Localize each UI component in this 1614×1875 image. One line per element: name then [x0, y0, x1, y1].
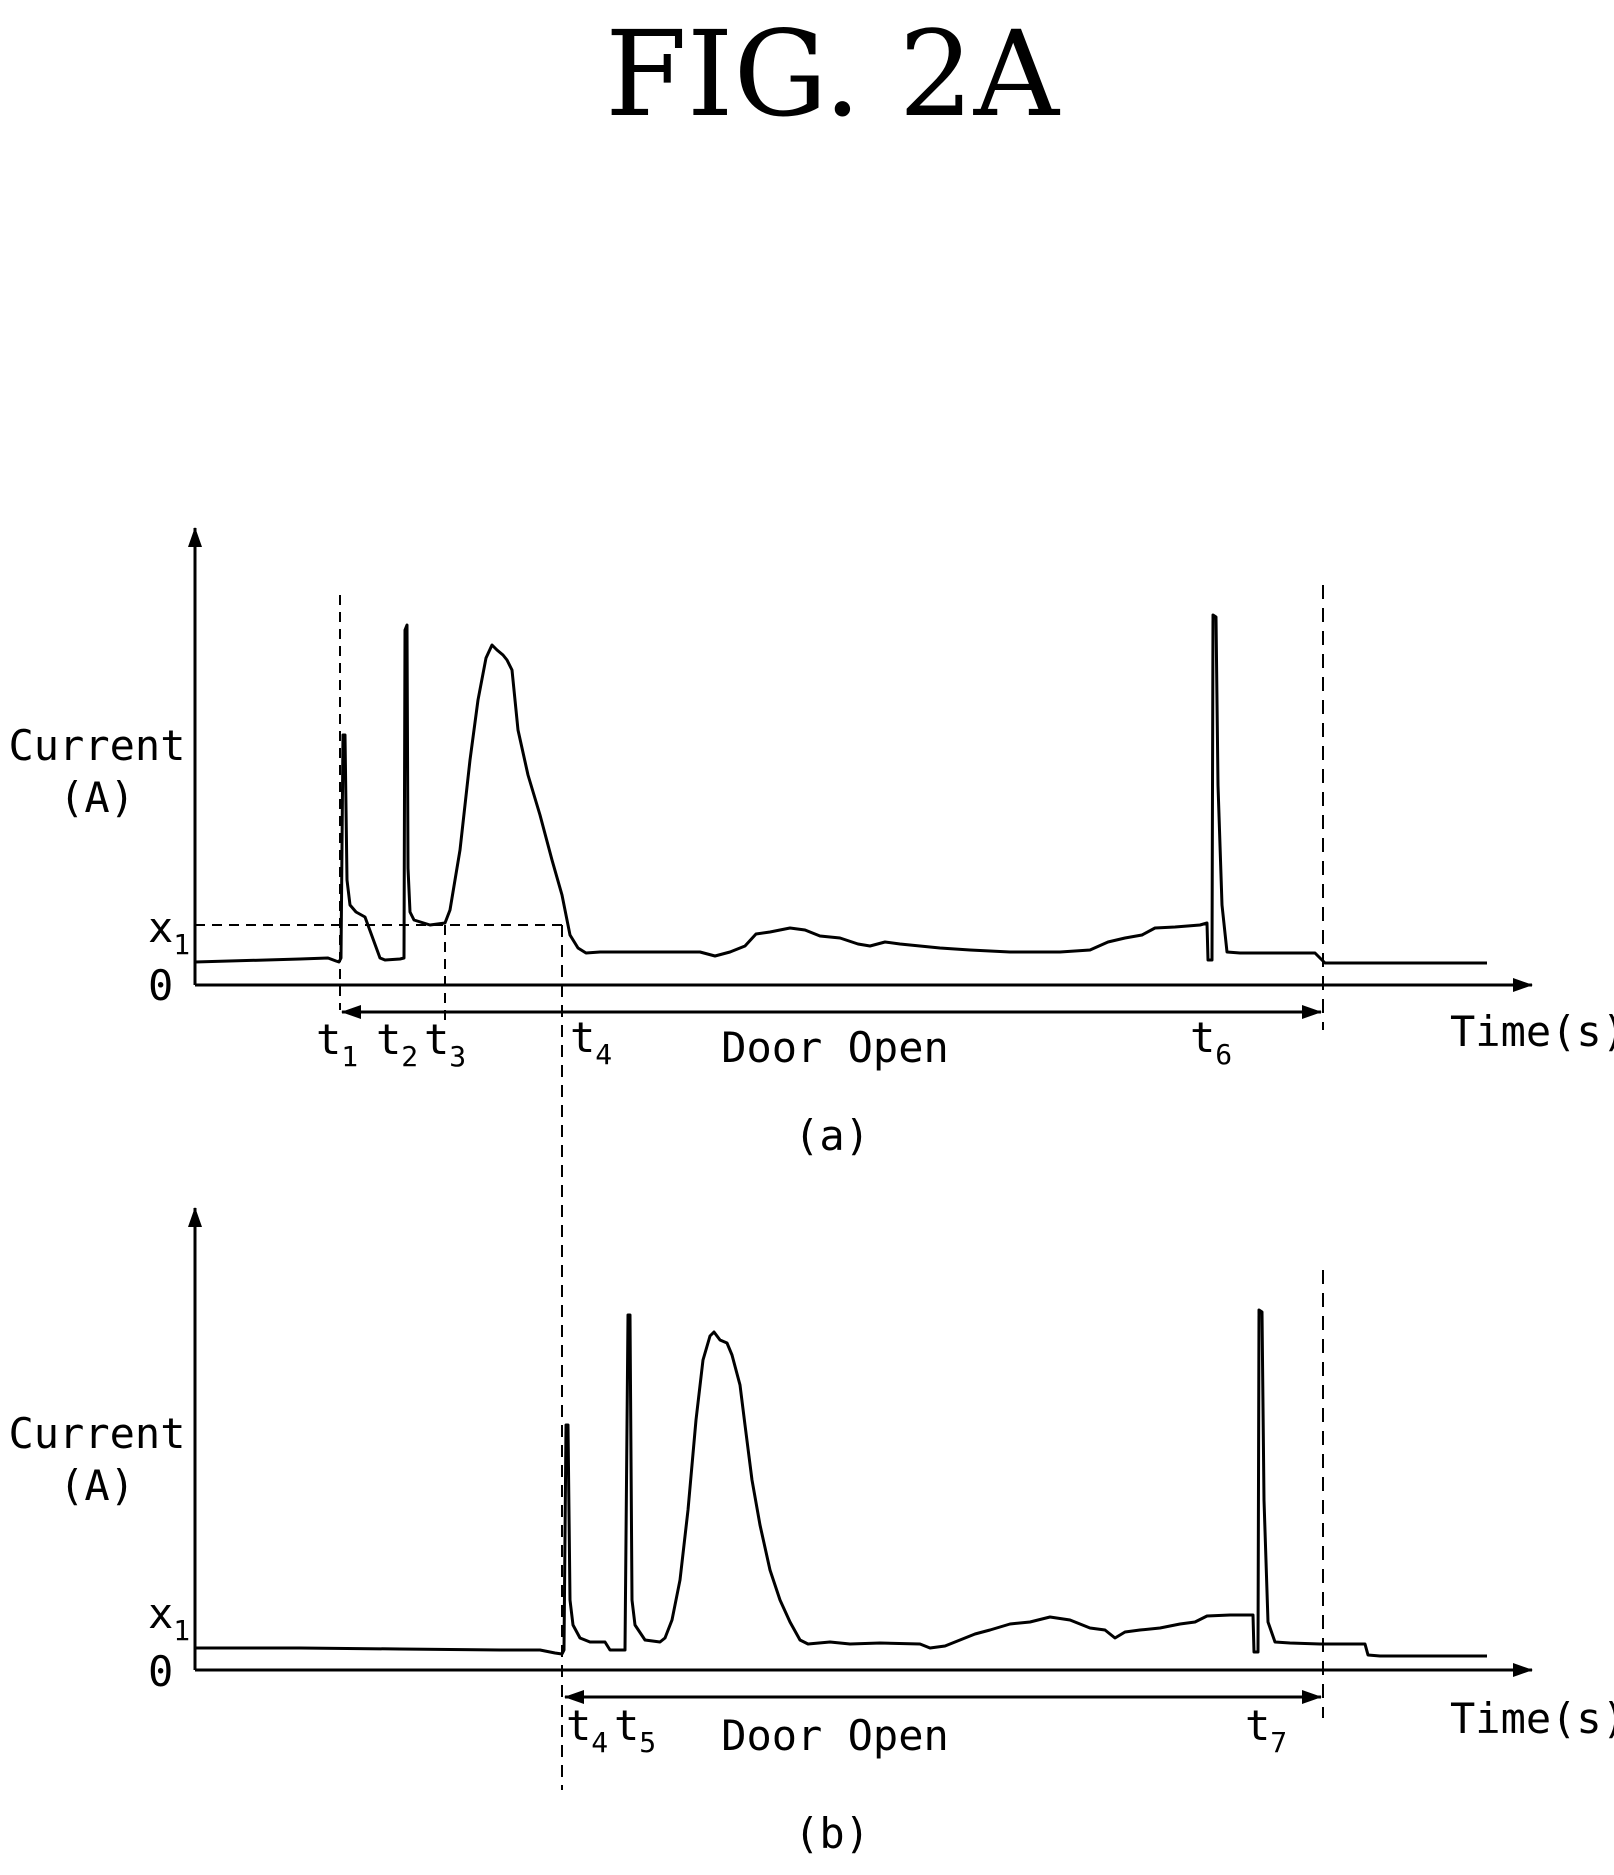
y-axis-label-b-line2: (A): [59, 1461, 135, 1510]
panel-a: [188, 527, 1533, 1790]
time-mark-t3: t3: [424, 1015, 466, 1073]
time-mark-t6: t6: [1190, 1013, 1232, 1071]
door-open-label-b: Door Open: [721, 1711, 949, 1760]
time-mark-t5: t5: [614, 1701, 656, 1759]
time-mark-t4-a: t4: [570, 1013, 612, 1071]
y-axis-label-a-line1: Current: [8, 721, 185, 770]
threshold-label-b: x1: [148, 1589, 190, 1647]
time-mark-t1: t1: [316, 1015, 358, 1073]
threshold-label-a: x1: [148, 903, 190, 961]
time-mark-t2: t2: [376, 1015, 418, 1073]
y-axis-label-b-line1: Current: [8, 1409, 185, 1458]
x-axis-label-a: Time(s): [1450, 1007, 1614, 1056]
time-mark-t7: t7: [1245, 1701, 1287, 1759]
figure-title: FIG. 2A: [605, 5, 1061, 143]
zero-label-b: 0: [148, 1647, 173, 1696]
door-open-label-a: Door Open: [721, 1023, 949, 1072]
caption-b: (b): [794, 1809, 870, 1858]
current-waveform-b: [195, 1308, 1487, 1658]
zero-label-a: 0: [148, 961, 173, 1010]
y-axis-label-a-line2: (A): [59, 773, 135, 822]
panel-b: [188, 1207, 1533, 1718]
current-waveform-a: [194, 613, 1487, 965]
time-mark-t4-b: t4: [566, 1701, 608, 1759]
x-axis-label-b: Time(s): [1450, 1694, 1614, 1743]
caption-a: (a): [794, 1111, 870, 1160]
